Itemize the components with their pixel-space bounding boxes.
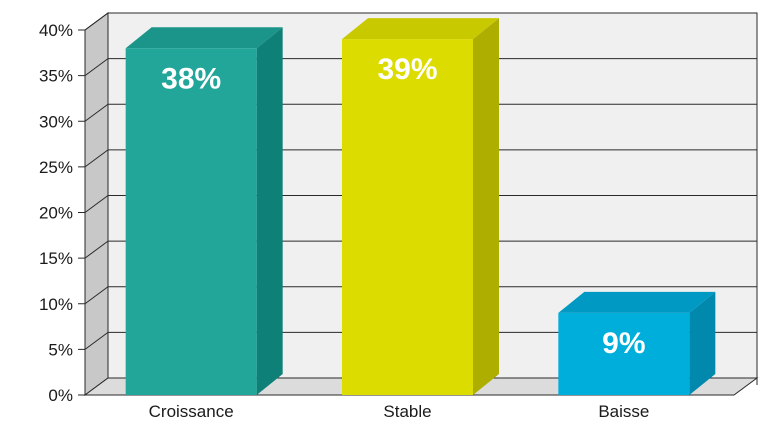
y-tick-label: 20% bbox=[39, 204, 73, 223]
y-tick-label: 40% bbox=[39, 21, 73, 40]
gridline-diagonal bbox=[84, 12, 109, 31]
gridline-diagonal bbox=[84, 103, 109, 122]
y-tick-label: 5% bbox=[48, 340, 73, 359]
y-tick-label: 30% bbox=[39, 112, 73, 131]
bar-top bbox=[342, 18, 499, 40]
data-label: 39% bbox=[377, 53, 437, 86]
bar-side bbox=[689, 291, 716, 395]
bar-side bbox=[256, 27, 283, 395]
x-tick-label: Croissance bbox=[149, 402, 234, 421]
x-tick-label: Stable bbox=[383, 402, 431, 421]
y-tick-label: 0% bbox=[48, 386, 73, 405]
y-tick-label: 10% bbox=[39, 295, 73, 314]
y-tick-label: 35% bbox=[39, 67, 73, 86]
bar-side bbox=[473, 18, 499, 395]
gridline-diagonal bbox=[84, 149, 109, 168]
gridline-diagonal bbox=[84, 286, 109, 305]
gridline-diagonal bbox=[84, 331, 109, 350]
bars: 38% 39% 9% bbox=[125, 18, 716, 395]
gridline-diagonal bbox=[84, 240, 109, 259]
y-tick-label: 25% bbox=[39, 158, 73, 177]
bar bbox=[342, 39, 473, 395]
bar-top bbox=[125, 27, 283, 49]
bar bbox=[558, 312, 690, 395]
bar-baisse: 9% bbox=[558, 291, 716, 395]
gridline-diagonal bbox=[84, 58, 109, 77]
bar-stable: 39% bbox=[342, 18, 499, 395]
bar-croissance: 38% bbox=[125, 27, 283, 395]
y-axis-ticks: 0% 5% 10% 15% 20% 25% 30% 35% 40% bbox=[39, 21, 85, 405]
x-axis-labels: Croissance Stable Baisse bbox=[149, 402, 650, 421]
x-tick-label: Baisse bbox=[598, 402, 649, 421]
y-tick-label: 15% bbox=[39, 249, 73, 268]
data-label: 38% bbox=[161, 62, 221, 95]
gridline-diagonal bbox=[84, 195, 109, 213]
data-label: 9% bbox=[602, 327, 645, 360]
bar bbox=[125, 48, 257, 395]
bar-top bbox=[558, 291, 716, 313]
